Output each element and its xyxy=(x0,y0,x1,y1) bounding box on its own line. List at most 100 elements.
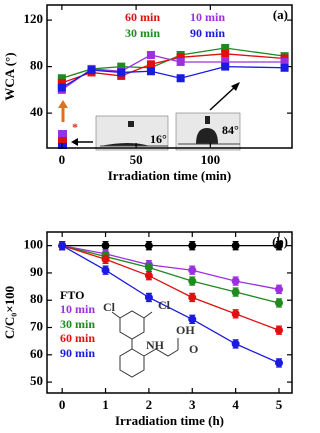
annotation: Cl xyxy=(103,300,116,314)
series-line xyxy=(62,245,280,290)
point xyxy=(117,68,126,77)
point xyxy=(221,49,230,58)
annotation: 84° xyxy=(222,123,239,137)
inset-droplet xyxy=(196,128,218,144)
x-tick-label: 0 xyxy=(59,397,66,412)
legend-entry: 30 min xyxy=(125,26,160,40)
point xyxy=(57,78,66,87)
point xyxy=(144,241,153,250)
y-tick-label: 120 xyxy=(24,11,44,26)
point xyxy=(144,263,153,272)
annotation: NH xyxy=(146,338,165,352)
y-tick-label: 40 xyxy=(30,104,43,119)
ring xyxy=(119,348,145,378)
arrow xyxy=(209,85,237,111)
point xyxy=(58,241,67,250)
inset-needle xyxy=(128,121,134,127)
series-line xyxy=(61,245,280,364)
sample-marker xyxy=(58,137,67,143)
point xyxy=(231,288,240,297)
point xyxy=(57,83,66,92)
x-tick-label: 100 xyxy=(201,152,221,167)
y-tick-label: 100 xyxy=(24,237,44,252)
x-tick-label: 2 xyxy=(146,397,153,412)
y-axis-title: WCA (°) xyxy=(2,52,17,100)
y-tick-label: 80 xyxy=(30,291,43,306)
point xyxy=(221,44,230,53)
point xyxy=(117,62,126,71)
point xyxy=(146,60,155,69)
point xyxy=(280,63,289,72)
point xyxy=(280,57,289,66)
point xyxy=(144,293,153,302)
x-axis-title: Irradiation time (min) xyxy=(108,168,231,183)
legend-entry: 10 min xyxy=(190,10,225,24)
y-tick-label: 90 xyxy=(30,264,43,279)
orange-arrow-head xyxy=(58,100,68,108)
x-tick-label: 4 xyxy=(232,397,239,412)
point xyxy=(146,67,155,76)
point xyxy=(57,74,66,83)
annotation: Cl xyxy=(158,298,171,312)
point xyxy=(188,315,197,324)
point xyxy=(101,255,110,264)
y-axis-title: C/C₀×100 xyxy=(2,286,17,339)
plot-frame xyxy=(46,231,293,394)
point xyxy=(274,326,283,335)
sample-marker xyxy=(58,130,67,137)
point xyxy=(231,339,240,348)
point xyxy=(146,50,155,59)
point xyxy=(221,57,230,66)
x-tick-label: 0 xyxy=(59,152,66,167)
arrow-head xyxy=(231,82,240,91)
legend-entry: 30 min xyxy=(60,317,95,331)
point xyxy=(274,241,283,250)
point xyxy=(231,241,240,250)
point xyxy=(144,271,153,280)
point xyxy=(176,53,185,62)
annotation: O xyxy=(189,342,198,356)
point xyxy=(274,285,283,294)
bonds xyxy=(111,311,179,357)
series-line xyxy=(62,245,280,304)
x-axis-title: Irradiation time (h) xyxy=(115,413,224,428)
annotation: 16° xyxy=(150,132,167,146)
y-tick-label: 80 xyxy=(30,58,43,73)
point xyxy=(176,57,185,66)
legend-entry: 90 min xyxy=(60,346,95,360)
legend-entry: FTO xyxy=(60,288,84,302)
plot-frame xyxy=(46,4,293,149)
arrow-head xyxy=(71,138,78,146)
point xyxy=(231,309,240,318)
legend-entry: 10 min xyxy=(60,302,95,316)
ring xyxy=(119,310,145,340)
point xyxy=(87,66,96,75)
series-line xyxy=(61,245,280,331)
y-tick-label: 50 xyxy=(30,373,43,388)
sample-marker xyxy=(58,143,67,149)
point xyxy=(176,74,185,83)
panel-label: (a) xyxy=(273,7,288,22)
legend-entry: 90 min xyxy=(190,26,225,40)
inset-needle xyxy=(205,116,210,124)
point xyxy=(188,266,197,275)
legend-entry: 60 min xyxy=(125,10,160,24)
point xyxy=(101,266,110,275)
point xyxy=(274,358,283,367)
x-tick-label: 50 xyxy=(130,152,143,167)
x-tick-label: 3 xyxy=(189,397,196,412)
y-tick-label: 60 xyxy=(30,346,43,361)
point xyxy=(231,277,240,286)
molecule xyxy=(111,310,179,378)
inset-droplet xyxy=(100,143,150,146)
point xyxy=(221,62,230,71)
inset-decor xyxy=(58,82,241,151)
point xyxy=(188,293,197,302)
point xyxy=(274,298,283,307)
point xyxy=(101,241,110,250)
point xyxy=(188,277,197,286)
point xyxy=(188,241,197,250)
annotation: * xyxy=(72,120,78,134)
